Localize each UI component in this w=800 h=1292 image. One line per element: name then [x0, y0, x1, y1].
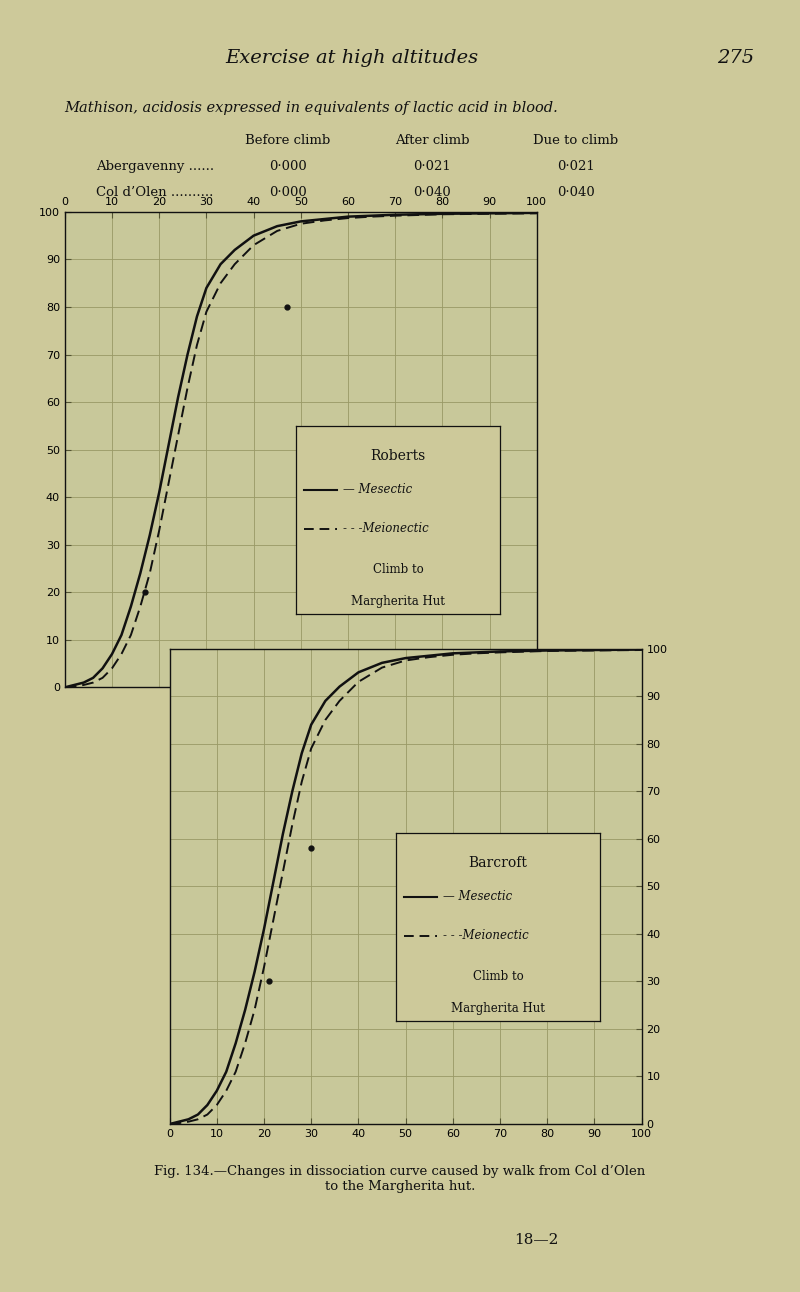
Text: Mathison, acidosis expressed in equivalents of lactic acid in blood.: Mathison, acidosis expressed in equivale… — [64, 101, 558, 115]
Text: 0·021: 0·021 — [557, 160, 595, 173]
Text: Fig. 134.—Changes in dissociation curve caused by walk from Col d’Olen
to the Ma: Fig. 134.—Changes in dissociation curve … — [154, 1165, 646, 1194]
Text: — Mesectic: — Mesectic — [343, 482, 412, 496]
Text: Col d’Olen ..........: Col d’Olen .......... — [96, 186, 214, 199]
Text: Due to climb: Due to climb — [534, 134, 618, 147]
Text: - - -Meionectic: - - -Meionectic — [443, 929, 529, 942]
Text: 0·040: 0·040 — [557, 186, 595, 199]
Text: Before climb: Before climb — [246, 134, 330, 147]
Text: 275: 275 — [718, 49, 754, 67]
Text: Margherita Hut: Margherita Hut — [451, 1003, 545, 1016]
Text: Climb to: Climb to — [473, 970, 523, 983]
Text: 0·000: 0·000 — [269, 186, 307, 199]
Text: Exercise at high altitudes: Exercise at high altitudes — [226, 49, 478, 67]
Text: After climb: After climb — [394, 134, 470, 147]
Text: 0·040: 0·040 — [413, 186, 451, 199]
Text: Barcroft: Barcroft — [469, 855, 527, 870]
Text: 18—2: 18—2 — [514, 1234, 558, 1247]
Text: - - -Meionectic: - - -Meionectic — [343, 522, 429, 535]
Text: Roberts: Roberts — [370, 448, 426, 463]
Text: 0·000: 0·000 — [269, 160, 307, 173]
Text: Climb to: Climb to — [373, 563, 423, 576]
Text: Abergavenny ......: Abergavenny ...... — [96, 160, 214, 173]
Text: — Mesectic: — Mesectic — [443, 889, 512, 903]
Text: 0·021: 0·021 — [413, 160, 451, 173]
Text: Margherita Hut: Margherita Hut — [351, 594, 445, 609]
